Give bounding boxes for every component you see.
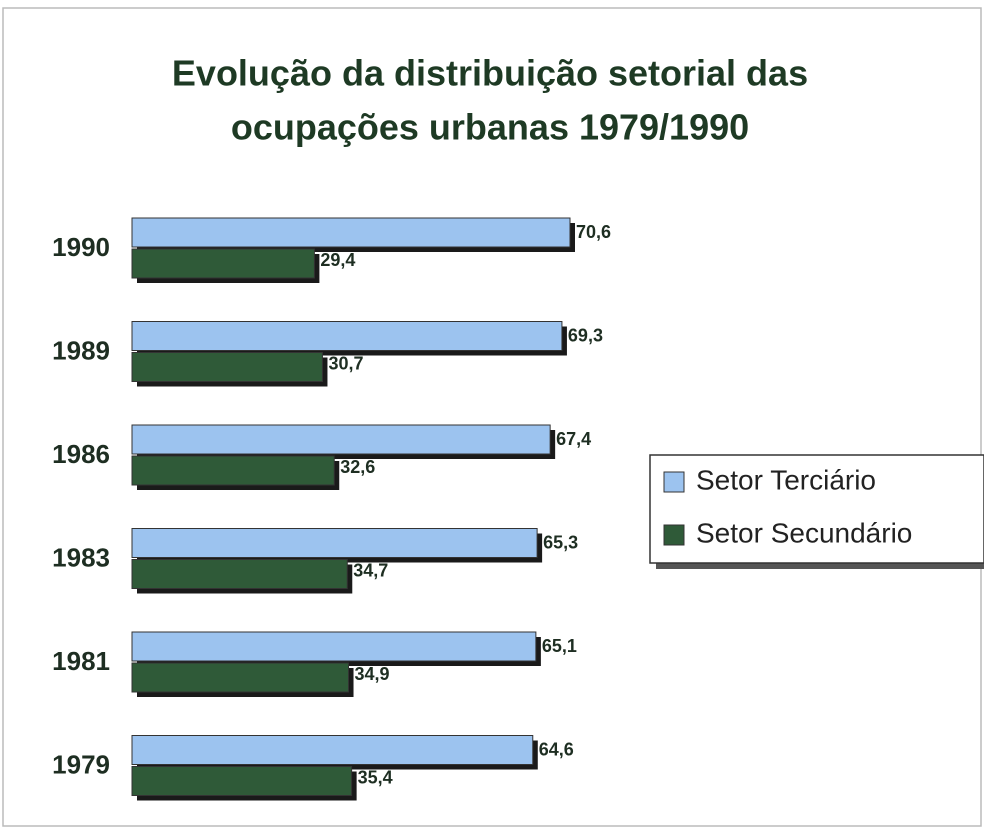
legend-label: Setor Secundário [696,517,912,548]
legend [649,454,984,564]
data-label: 67,4 [556,429,591,449]
bar [131,352,323,382]
data-label: 30,7 [328,353,363,373]
bar [131,662,350,693]
y-tick-label: 1986 [52,439,110,469]
data-label: 69,3 [568,325,603,345]
y-tick-label: 1979 [52,749,110,779]
y-tick-label: 1989 [52,335,110,365]
data-label: 65,3 [543,532,578,552]
legend-swatch [663,524,685,546]
bar [131,217,571,248]
y-tick-label: 1983 [52,542,110,572]
bar [131,321,563,351]
chart-title: Evolução da distribuição setorial das [172,53,808,94]
bar [131,248,315,279]
data-label: 70,6 [576,222,611,242]
y-tick-label: 1990 [52,232,110,262]
bar [131,766,353,796]
y-tick-label: 1981 [52,646,110,676]
data-label: 34,7 [353,560,388,580]
data-label: 64,6 [539,739,574,759]
bar [131,528,538,558]
bar [131,455,335,486]
data-label: 32,6 [340,457,375,477]
data-label: 65,1 [542,636,577,656]
legend-swatch [663,471,685,493]
bar [131,735,534,765]
bar [131,424,551,455]
chart-title: ocupações urbanas 1979/1990 [231,107,749,148]
bar [131,631,537,662]
bar [131,559,348,589]
data-label: 29,4 [320,250,355,270]
data-label: 34,9 [355,664,390,684]
legend-label: Setor Terciário [696,464,876,495]
data-label: 35,4 [358,767,393,787]
